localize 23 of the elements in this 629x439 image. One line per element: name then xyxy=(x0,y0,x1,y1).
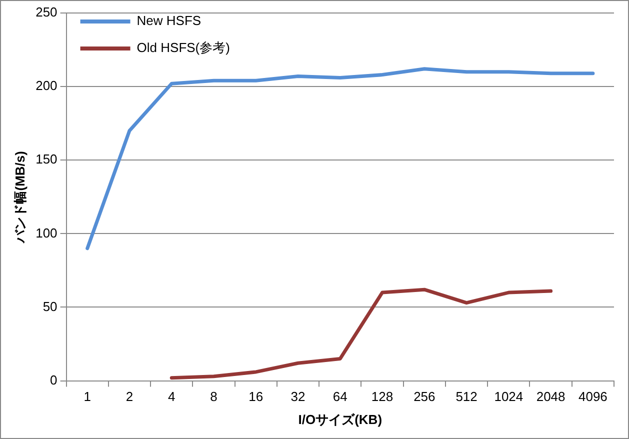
x-tick-label: 512 xyxy=(456,389,478,404)
x-tick-label: 4096 xyxy=(578,389,608,404)
x-tick-label: 256 xyxy=(414,389,436,404)
y-tick-label: 50 xyxy=(42,298,58,314)
x-tick-label: 64 xyxy=(332,389,348,404)
x-tick-label: 1 xyxy=(84,389,91,404)
y-axis-title: バンド幅(MB/s) xyxy=(12,151,28,244)
y-tick-label: 250 xyxy=(36,4,58,20)
y-tick-label: 200 xyxy=(36,78,58,94)
x-tick-label: 32 xyxy=(290,389,306,404)
x-tick-label: 2048 xyxy=(536,389,566,404)
x-tick-label: 128 xyxy=(371,389,394,404)
x-tick-label: 1024 xyxy=(494,389,524,404)
x-tick-label: 16 xyxy=(248,389,264,404)
y-tick-label: 100 xyxy=(36,225,58,240)
x-tick-label: 8 xyxy=(210,389,218,404)
x-tick-label: 4 xyxy=(168,389,176,404)
y-tick-label: 0 xyxy=(50,372,58,388)
y-tick-label: 150 xyxy=(36,152,58,167)
x-axis-title: I/Oサイズ(KB) xyxy=(298,412,382,427)
legend-label: Old HSFS(参考) xyxy=(136,40,230,56)
legend-label: New HSFS xyxy=(136,13,202,28)
x-tick-label: 2 xyxy=(126,389,134,404)
